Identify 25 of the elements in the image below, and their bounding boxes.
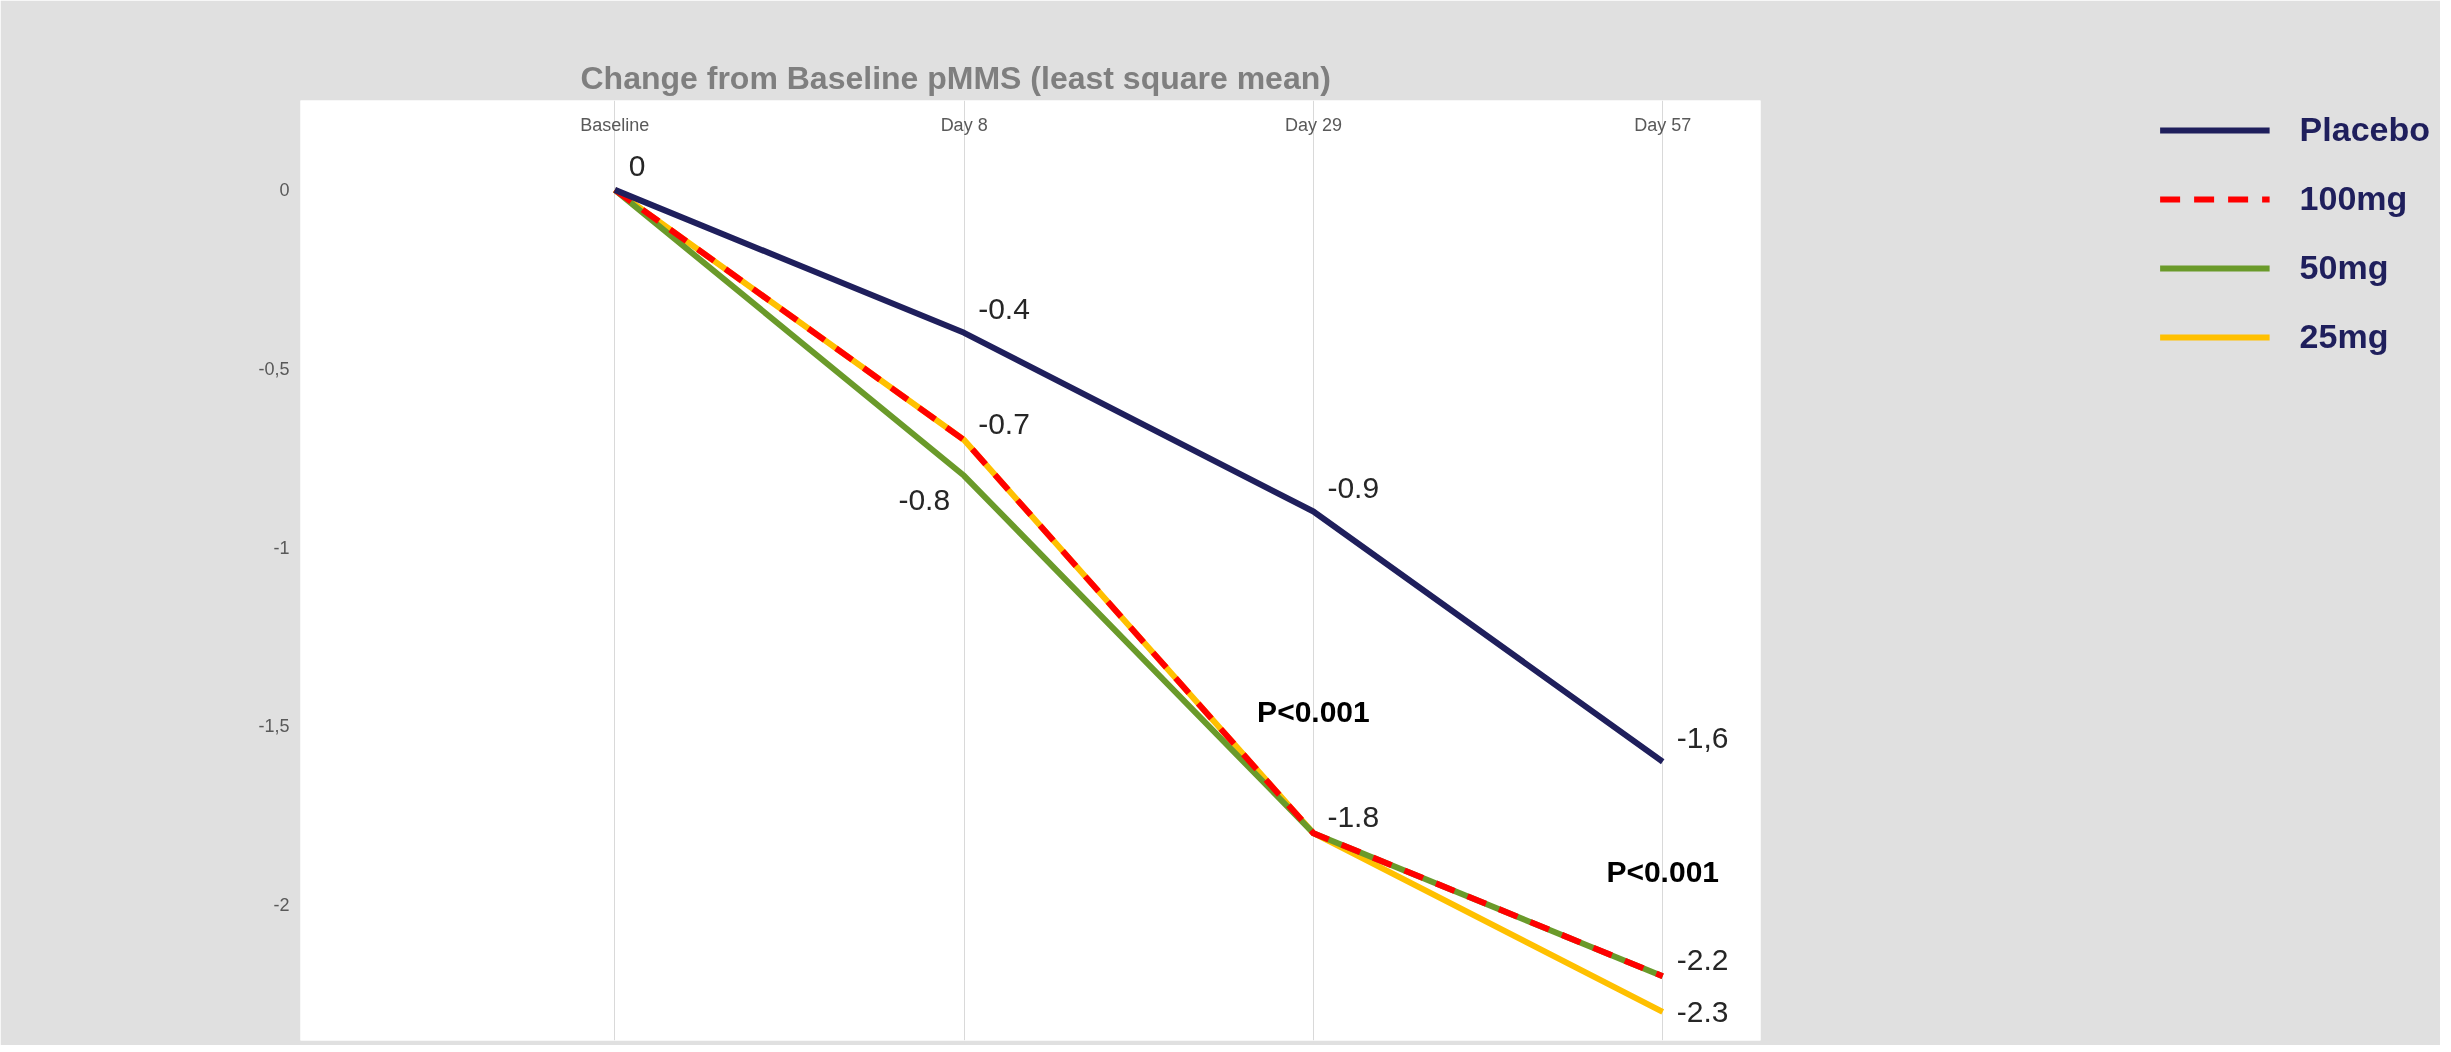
y-tick-label: -1,5 [258,716,290,737]
annotation: P<0.001 [1257,695,1370,728]
data-label: -0.7 [978,407,1030,441]
chart-title: Change from Baseline pMMS (least square mean) [580,59,1331,96]
y-tick-label: 0 [279,180,290,201]
legend-label: 50mg [2299,248,2389,287]
y-tick-label: -2 [273,895,290,916]
data-label: 0 [628,148,646,182]
data-label: -2.3 [1676,994,1729,1028]
annotation: P<0.001 [1606,854,1720,888]
legend-label: Placebo [2299,110,2430,149]
data-label: -0.4 [978,291,1030,325]
x-tick-label: Day 57 [1634,114,1692,135]
legend-label: 100mg [2299,179,2408,218]
x-tick-label: Day 29 [1284,114,1342,135]
x-tick-label: Day 8 [940,114,988,135]
data-label: -0.8 [898,482,951,516]
x-tick-label: Baseline [580,114,650,135]
data-label: -1,6 [1676,720,1729,754]
data-label: -2.2 [1676,943,1729,977]
data-label: -1.8 [1327,800,1380,834]
y-tick-label: -1 [273,537,290,558]
legend-label: 25mg [2299,317,2389,356]
y-tick-label: -0,5 [258,359,290,380]
data-label: -0.9 [1327,470,1380,504]
